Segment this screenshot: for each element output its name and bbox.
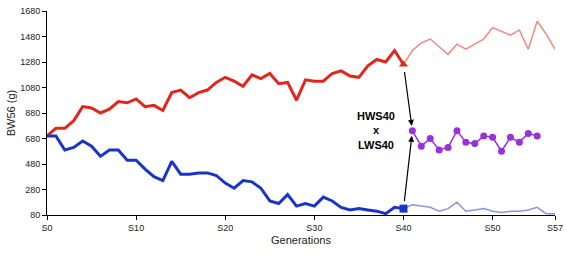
svg-text:880: 880 xyxy=(25,108,40,118)
svg-text:1680: 1680 xyxy=(20,6,40,16)
svg-text:1280: 1280 xyxy=(20,57,40,67)
svg-text:280: 280 xyxy=(25,185,40,195)
svg-text:BW56 (g): BW56 (g) xyxy=(5,90,17,136)
svg-text:Generations: Generations xyxy=(271,234,331,246)
svg-text:S40: S40 xyxy=(395,223,411,233)
svg-text:HWS40xLWS40: HWS40xLWS40 xyxy=(357,110,395,151)
svg-text:S30: S30 xyxy=(306,223,322,233)
svg-text:S0: S0 xyxy=(41,223,52,233)
svg-text:80: 80 xyxy=(30,210,40,220)
svg-text:680: 680 xyxy=(25,134,40,144)
svg-text:1480: 1480 xyxy=(20,32,40,42)
svg-text:480: 480 xyxy=(25,159,40,169)
svg-text:S57: S57 xyxy=(547,223,563,233)
svg-text:1080: 1080 xyxy=(20,83,40,93)
svg-text:S20: S20 xyxy=(217,223,233,233)
svg-text:S50: S50 xyxy=(485,223,501,233)
svg-text:S10: S10 xyxy=(128,223,144,233)
